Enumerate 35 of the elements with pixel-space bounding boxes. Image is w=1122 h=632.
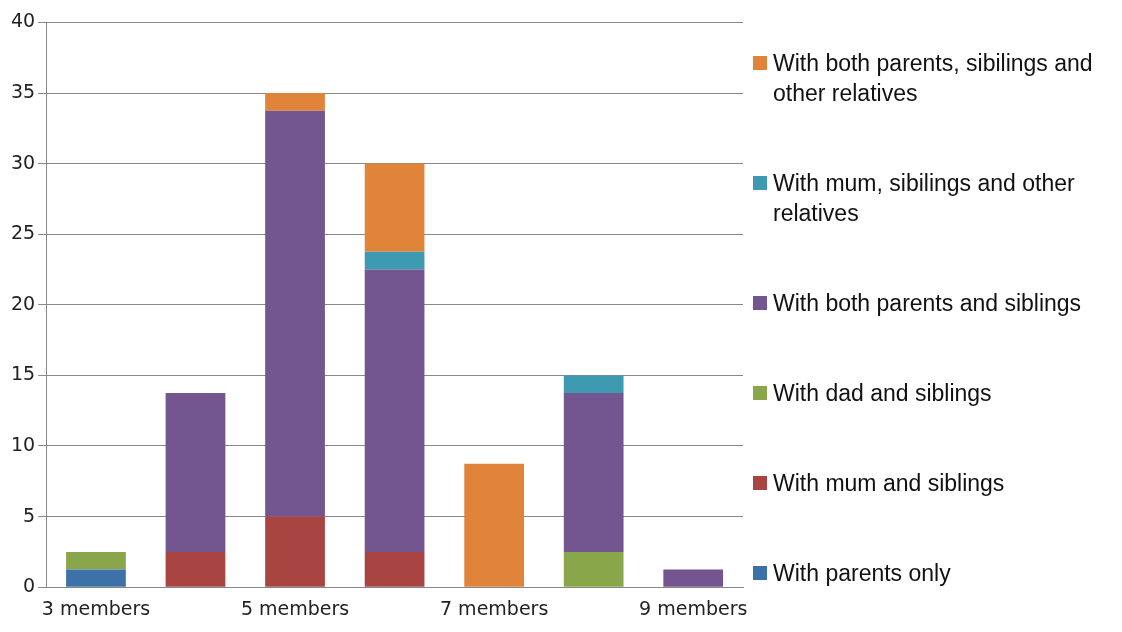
legend-label: With parents only (773, 559, 951, 588)
legend-label: With both parents, sibilings and other relatives (773, 49, 1094, 108)
bar (66, 569, 126, 587)
y-tick-label: 40 (10, 9, 36, 32)
bar (364, 251, 425, 270)
y-tick-label: 30 (10, 150, 36, 173)
x-tick-label: 9 members (639, 596, 748, 619)
bar (563, 551, 624, 587)
y-tick-label: 5 (23, 503, 36, 526)
bar (265, 516, 325, 587)
y-tick-label: 25 (10, 221, 36, 244)
bar (663, 569, 724, 587)
y-tick-label: 0 (23, 574, 36, 597)
legend-label: With dad and siblings (773, 379, 992, 408)
legend-label: With mum, sibilings and other relatives (773, 169, 1076, 228)
y-tick-label: 35 (10, 79, 36, 102)
y-tick-label: 20 (10, 291, 36, 314)
bar (364, 551, 425, 587)
bar (265, 93, 325, 111)
bar (364, 163, 425, 252)
bar (464, 463, 524, 587)
bar (165, 551, 226, 587)
y-tick-label: 15 (10, 362, 36, 385)
bar (563, 375, 624, 394)
y-tick-label: 10 (10, 432, 36, 455)
bar (364, 269, 425, 552)
legend-label: With mum and siblings (773, 469, 1005, 498)
bar (563, 393, 624, 552)
x-tick-label: 5 members (240, 596, 350, 619)
x-tick-label: 3 members (41, 596, 151, 619)
bar (66, 551, 126, 570)
bar (265, 110, 325, 517)
legend-label: With both parents and siblings (773, 289, 1082, 318)
bar (165, 393, 226, 552)
x-tick-label: 7 members (439, 596, 549, 619)
